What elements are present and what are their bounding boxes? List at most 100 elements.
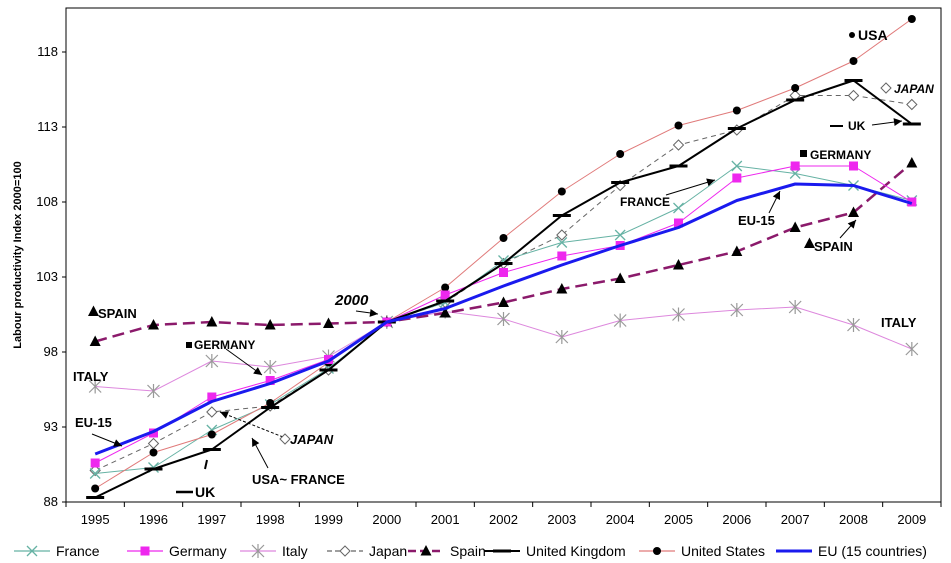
data-point	[790, 161, 800, 171]
data-point	[147, 437, 160, 450]
x-tick-label: 2001	[431, 512, 460, 527]
data-point	[730, 303, 744, 317]
data-point	[497, 312, 510, 326]
data-point	[89, 335, 101, 346]
data-point	[905, 342, 919, 356]
arrow-japan	[219, 411, 284, 438]
series-united-kingdom	[86, 79, 921, 499]
arrow-2000	[355, 308, 379, 317]
data-point	[653, 547, 661, 555]
data-point	[791, 84, 800, 92]
x-tick-label: 2006	[722, 512, 751, 527]
data-point	[556, 283, 568, 294]
data-point	[672, 307, 685, 322]
x-tick-label: 1996	[139, 512, 168, 527]
annotation-label: EU-15	[75, 415, 112, 430]
triangle-marker-spain	[88, 305, 99, 316]
leader-mark-uk	[204, 459, 208, 470]
data-point	[499, 234, 508, 242]
data-point	[206, 406, 218, 418]
legend-label: Japan	[369, 543, 407, 559]
data-point	[90, 458, 100, 468]
legend-item: Germany	[127, 543, 227, 559]
series-united-states	[91, 15, 916, 493]
arrow-eu15-left	[91, 433, 123, 447]
arrow-head	[893, 118, 902, 127]
triangle-marker-spain	[804, 237, 815, 248]
annotation-label: EU-15	[738, 213, 775, 228]
arrow-usa-france	[251, 437, 269, 469]
data-point	[89, 468, 101, 479]
arrow-head	[220, 411, 229, 419]
data-point	[207, 392, 217, 402]
data-point	[556, 237, 568, 248]
data-point	[848, 206, 859, 217]
legend-label: EU (15 countries)	[818, 543, 927, 559]
arrow-head	[253, 367, 262, 375]
data-point	[849, 57, 858, 65]
x-tick-label: 2000	[372, 512, 401, 527]
data-point	[89, 464, 101, 477]
series-line	[94, 79, 913, 499]
annotation-label: GERMANY	[810, 148, 871, 162]
data-point	[147, 384, 160, 398]
series-line	[94, 95, 912, 471]
x-tick-label: 1997	[197, 512, 226, 527]
x-tick-label: 1995	[81, 512, 110, 527]
legend-item: France	[14, 543, 100, 559]
square-marker-germany	[800, 150, 807, 157]
data-point	[616, 150, 625, 158]
data-point	[91, 484, 100, 493]
data-point	[498, 296, 509, 307]
data-point	[614, 229, 626, 241]
data-point	[674, 121, 683, 130]
data-point	[672, 139, 685, 151]
y-tick-label: 103	[36, 269, 58, 284]
y-axis-title: Labour productivity Index 2000=100	[12, 161, 24, 348]
data-point	[847, 318, 860, 332]
annotation-label: USA	[858, 27, 888, 43]
legend-item: Spain	[408, 543, 486, 559]
series-japan	[89, 89, 918, 477]
data-point	[906, 98, 918, 111]
data-point	[420, 545, 432, 556]
legend-label: Italy	[282, 543, 308, 559]
annotation-label: 2000	[334, 292, 369, 309]
data-point	[26, 545, 38, 557]
annotation-label: JAPAN	[290, 432, 334, 447]
annotation-label: SPAIN	[98, 306, 137, 321]
annotation-label: USA~ FRANCE	[252, 472, 345, 487]
data-point	[149, 448, 158, 457]
data-point	[849, 161, 858, 171]
data-point	[788, 300, 802, 314]
data-point	[732, 173, 742, 183]
y-tick-label: 88	[44, 494, 58, 509]
data-point	[673, 202, 684, 214]
data-point	[731, 160, 743, 172]
data-point	[789, 221, 801, 232]
data-point	[140, 546, 150, 556]
series-spain	[89, 157, 918, 346]
annotation-label: UK	[848, 119, 866, 133]
annotation-label: UK	[195, 484, 215, 500]
legend-item: Japan	[327, 543, 407, 559]
legend: France Germany Italy Japan Spain United Kingd…	[14, 543, 927, 559]
x-tick-label: 2002	[489, 512, 518, 527]
arrow-eu15	[768, 190, 781, 214]
data-point	[339, 545, 351, 557]
diamond-marker-japan	[880, 82, 892, 94]
arrow-head	[706, 178, 715, 187]
data-point	[263, 360, 277, 374]
series-eu-15-countries	[94, 182, 913, 456]
data-point	[148, 319, 159, 330]
annotation-layer: 2000 USA JAPAN UK GERMANY FRANCE EU-15 SPAIN ITA…	[73, 27, 934, 500]
x-tick-label: 2003	[547, 512, 576, 527]
data-point	[440, 290, 450, 300]
data-point	[906, 157, 918, 168]
y-tick-label: 113	[37, 119, 58, 134]
x-tick-label: 2004	[606, 512, 635, 527]
legend-label: France	[56, 543, 100, 559]
arrow-shaft	[665, 179, 716, 196]
data-point	[556, 229, 568, 241]
series-line	[94, 162, 913, 343]
